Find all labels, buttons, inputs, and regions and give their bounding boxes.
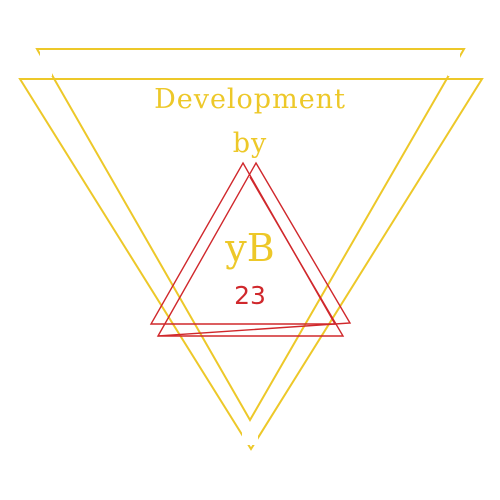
red-triangle-right xyxy=(156,161,352,337)
gold-triangle-outlines xyxy=(18,48,484,451)
triangle-gaps xyxy=(40,52,460,445)
red-triangle-inner xyxy=(158,176,345,337)
logo-number-23: 23 xyxy=(234,281,266,310)
logo-text-by: by xyxy=(232,128,268,159)
logo-monogram-yb: yB xyxy=(225,226,275,270)
gold-triangle-lower xyxy=(18,78,484,451)
logo-text-development: Development xyxy=(154,84,346,115)
gold-triangle-upper xyxy=(35,48,466,423)
